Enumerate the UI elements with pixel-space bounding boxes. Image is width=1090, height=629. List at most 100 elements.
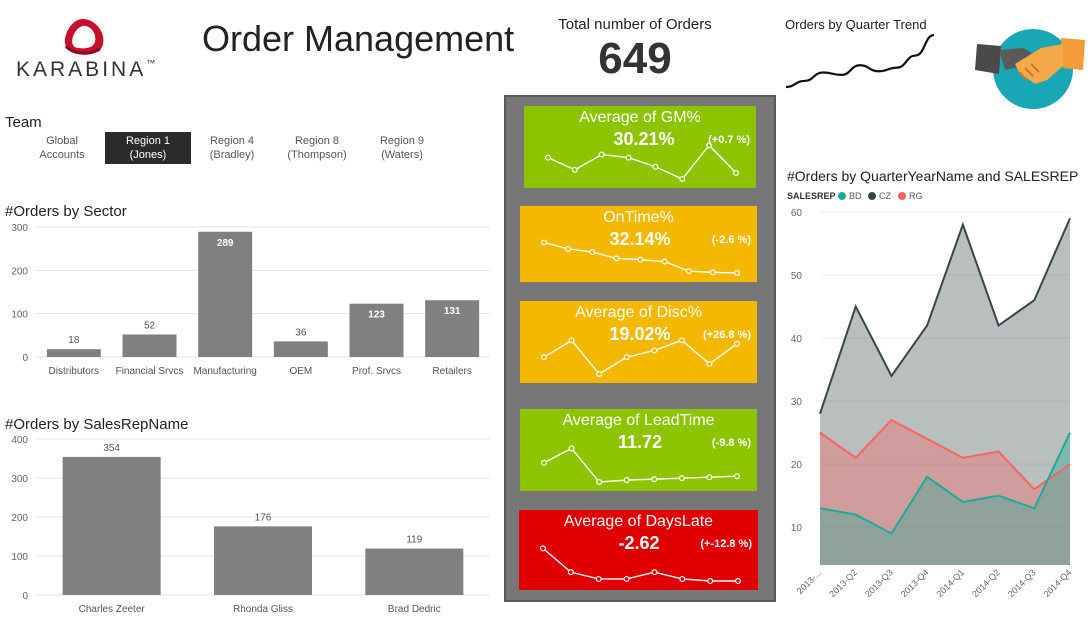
kpi-point: [623, 354, 630, 361]
kpi-dayslate-sparkline: [540, 545, 742, 584]
kpi-point: [613, 255, 620, 262]
kpi-card-dayslate: Average of DaysLate -2.62 (+-12.8 %): [519, 510, 758, 590]
kpi-line: [543, 339, 738, 375]
x-tick-label: Brad Dedric: [388, 604, 441, 615]
series-area-cz: [820, 218, 1070, 565]
kpi-title: Average of Disc%: [575, 304, 702, 321]
kpi-point: [565, 245, 572, 252]
total-orders-label: Total number of Orders: [558, 16, 712, 33]
x-tick-label: 2014-Q2: [970, 567, 1002, 599]
series-line-rg: [819, 418, 1071, 491]
legend-marker: [838, 192, 846, 200]
kpi-point: [652, 163, 659, 170]
kpi-point: [709, 269, 716, 276]
kpi-point: [651, 347, 658, 354]
kpi-point: [685, 268, 692, 275]
total-orders-value: 649: [598, 34, 672, 83]
kpi-point: [651, 476, 658, 483]
kpi-change: (+-12.8 %): [700, 538, 752, 550]
y-tick-label: 60: [791, 208, 803, 219]
kpi-change: (-2.6 %): [711, 234, 751, 246]
kpi-point: [637, 256, 644, 263]
kpi-point: [651, 569, 658, 576]
kpi-point: [595, 575, 602, 582]
kpi-title: Average of LeadTime: [562, 412, 715, 429]
data-label: 36: [295, 327, 307, 338]
kpi-value: 32.14%: [609, 229, 671, 249]
kpi-point: [706, 474, 713, 481]
y-tick-label: 0: [22, 591, 28, 602]
kpi-point: [541, 459, 548, 466]
kpi-point: [707, 577, 714, 584]
data-label: 354: [103, 443, 120, 454]
kpi-value: 19.02%: [609, 324, 671, 344]
y-tick-label: 300: [11, 223, 28, 234]
quarter-chart-title: #Orders by QuarterYearName and SALESREP: [787, 168, 1079, 184]
kpi-point: [679, 175, 686, 182]
data-label: 123: [368, 310, 385, 321]
x-tick-label: 2014-Q1: [934, 567, 966, 599]
kpi-point: [733, 169, 740, 176]
kpi-point: [678, 475, 685, 482]
x-tick-label: 2014-Q3: [1006, 567, 1038, 599]
trend-label: Orders by Quarter Trend: [785, 17, 927, 32]
kpi-point: [625, 154, 632, 161]
team-option-region-9[interactable]: Region 9 (Waters): [379, 135, 425, 161]
orders-by-salesrep-chart: 0 100 200 300 400 354 Charles Zeeter 176 Rhonda …: [11, 435, 490, 615]
legend-label: CZ: [879, 191, 891, 201]
kpi-point: [571, 166, 578, 173]
bar: [62, 456, 161, 595]
kpi-title: Average of DaysLate: [563, 513, 714, 530]
kpi-point: [567, 569, 574, 576]
x-tick-label: Rhonda Gliss: [233, 604, 293, 615]
kpi-point: [568, 337, 575, 344]
kpi-title: OnTime%: [603, 209, 674, 226]
trend-line: [785, 33, 935, 89]
bar: [365, 548, 464, 595]
x-tick-label: 2013-Q2: [827, 567, 859, 599]
x-tick-label: OEM: [289, 366, 312, 377]
kpi-point: [589, 249, 596, 256]
team-option-global-accounts[interactable]: Global Accounts: [39, 135, 85, 161]
y-tick-label: 300: [11, 474, 28, 485]
y-tick-label: 0: [22, 353, 28, 364]
series-line-cz: [819, 217, 1071, 415]
kpi-change: (+0.7 %): [708, 134, 750, 146]
y-tick-label: 50: [791, 271, 803, 282]
kpi-card-gm: Average of GM% 30.21% (+0.7 %): [524, 106, 756, 188]
y-tick-label: 100: [11, 310, 28, 321]
kpi-card-leadtime: Average of LeadTime 11.72 (-9.8 %): [520, 409, 757, 491]
x-tick-label: Charles Zeeter: [79, 604, 146, 615]
kpi-value: -2.62: [618, 533, 660, 553]
y-tick-label: 30: [791, 397, 803, 408]
team-option-region-1[interactable]: Region 1 (Jones): [105, 132, 191, 164]
kpi-point: [540, 545, 547, 552]
bar: [214, 526, 312, 595]
x-tick-label: 2014-Q4: [1042, 567, 1074, 599]
handshake-icon: [975, 29, 1085, 109]
salesrep-chart-title: #Orders by SalesRepName: [5, 416, 189, 433]
kpi-point: [541, 354, 548, 361]
legend-label: BD: [849, 191, 862, 201]
team-option-region-8[interactable]: Region 8 (Thompson): [287, 135, 347, 161]
kpi-line: [543, 447, 738, 483]
y-tick-label: 10: [791, 523, 803, 534]
legend-title: SALESREP: [787, 191, 836, 201]
series-area-bd: [820, 432, 1070, 565]
kpi-gm-sparkline: [545, 142, 740, 182]
kpi-point: [541, 239, 548, 246]
data-label: 119: [406, 535, 422, 546]
team-option-region-4[interactable]: Region 4 (Bradley): [209, 135, 255, 161]
kpi-point: [661, 258, 668, 265]
bar: [425, 300, 480, 357]
kpi-point: [678, 337, 685, 344]
x-tick-label: Distributors: [49, 366, 100, 377]
kpi-card-disc: Average of Disc% 19.02% (+26.8 %): [520, 301, 757, 383]
data-label: 18: [68, 335, 80, 346]
kpi-change: (+26.8 %): [703, 329, 751, 341]
x-tick-label: Financial Srvcs: [116, 366, 184, 377]
kpi-leadtime-sparkline: [541, 445, 741, 485]
legend-marker: [868, 192, 876, 200]
kpi-point: [734, 340, 741, 347]
